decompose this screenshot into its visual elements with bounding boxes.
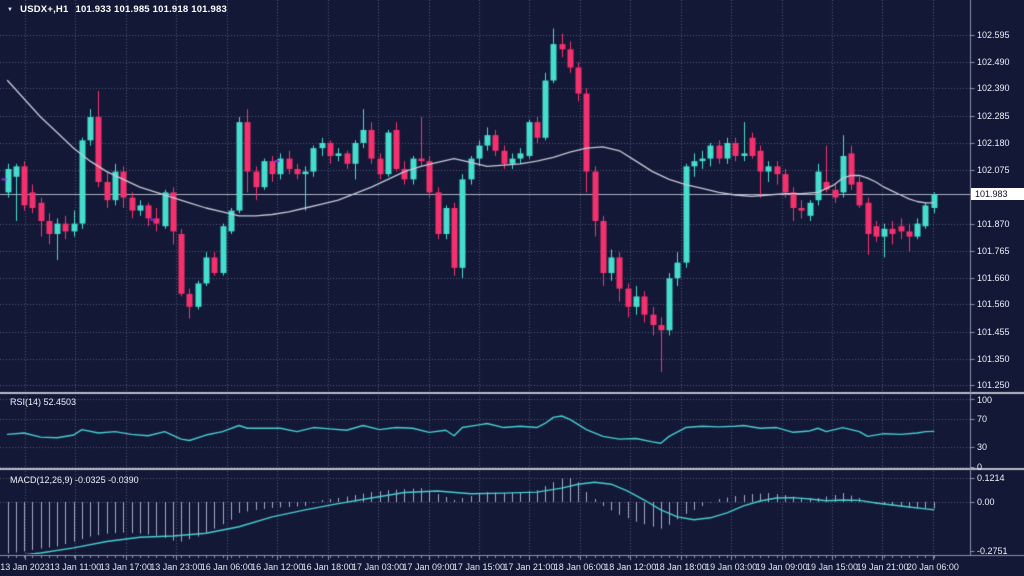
time-tick-label: 18 Jan 18:00 xyxy=(654,562,707,572)
time-tick-label: 13 Jan 2023 xyxy=(0,562,50,572)
current-price-badge: 101.983 xyxy=(971,188,1024,200)
macd-tick-label: -0.2751 xyxy=(977,546,1008,556)
price-tick-label: 101.870 xyxy=(977,218,1010,229)
price-tick-label: 101.560 xyxy=(977,299,1010,310)
price-tick-label: 101.660 xyxy=(977,273,1010,284)
price-tick-label: 101.250 xyxy=(977,379,1010,390)
macd-values: -0.0325 -0.0390 xyxy=(75,475,139,485)
time-tick-label: 18 Jan 06:00 xyxy=(553,562,606,572)
macd-indicator-label: MACD(12,26,9) -0.0325 -0.0390 xyxy=(10,475,139,485)
price-tick-label: 101.455 xyxy=(977,326,1010,337)
time-tick-label: 17 Jan 03:00 xyxy=(352,562,405,572)
price-tick-label: 101.765 xyxy=(977,245,1010,256)
time-tick-label: 13 Jan 23:00 xyxy=(150,562,203,572)
symbol-period-label: USDX+,H1 xyxy=(20,4,69,15)
rsi-tick-label: 70 xyxy=(977,414,988,425)
macd-tick-label: 0.00 xyxy=(977,497,995,507)
time-tick-label: 13 Jan 17:00 xyxy=(99,562,152,572)
rsi-tick-label: 100 xyxy=(977,395,993,405)
price-tick-label: 102.075 xyxy=(977,165,1010,176)
rsi-value: 52.4503 xyxy=(43,397,77,407)
rsi-tick-label: 0 xyxy=(977,462,983,472)
macd-name: MACD(12,26,9) xyxy=(10,475,73,485)
time-tick-label: 19 Jan 15:00 xyxy=(806,562,859,572)
ohlc-quote-label: 101.933 101.985 101.918 101.983 xyxy=(75,4,227,15)
chart-title: ▼ USDX+,H1 101.933 101.985 101.918 101.9… xyxy=(7,4,227,15)
time-tick-label: 19 Jan 03:00 xyxy=(705,562,758,572)
time-tick-label: 13 Jan 11:00 xyxy=(49,562,102,572)
price-tick-label: 102.285 xyxy=(977,110,1010,121)
time-tick-label: 19 Jan 09:00 xyxy=(755,562,808,572)
time-tick-label: 17 Jan 15:00 xyxy=(452,562,505,572)
time-tick-label: 16 Jan 18:00 xyxy=(301,562,354,572)
price-tick-label: 101.350 xyxy=(977,353,1010,364)
time-tick-label: 19 Jan 21:00 xyxy=(856,562,909,572)
rsi-indicator-label: RSI(14) 52.4503 xyxy=(10,397,76,407)
time-tick-label: 17 Jan 09:00 xyxy=(402,562,455,572)
rsi-tick-label: 30 xyxy=(977,441,988,452)
price-tick-label: 102.180 xyxy=(977,137,1010,148)
time-tick-label: 16 Jan 12:00 xyxy=(251,562,304,572)
time-tick-label: 16 Jan 06:00 xyxy=(200,562,253,572)
macd-tick-label: 0.1214 xyxy=(977,472,1005,483)
current-price-value: 101.983 xyxy=(975,189,1008,199)
time-tick-label: 18 Jan 12:00 xyxy=(604,562,657,572)
collapse-triangle-icon[interactable]: ▼ xyxy=(7,6,14,13)
price-tick-label: 102.490 xyxy=(977,57,1010,68)
price-tick-label: 102.595 xyxy=(977,30,1010,40)
rsi-name: RSI(14) xyxy=(10,397,42,407)
time-tick-label: 20 Jan 06:00 xyxy=(906,562,959,572)
price-tick-label: 102.390 xyxy=(977,83,1010,94)
time-tick-label: 17 Jan 21:00 xyxy=(503,562,556,572)
